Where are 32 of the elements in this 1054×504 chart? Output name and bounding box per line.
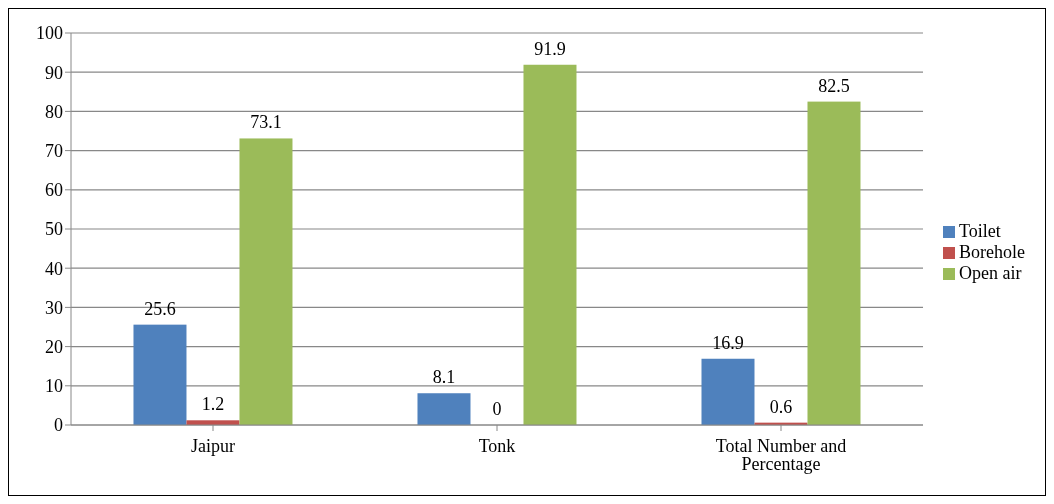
y-tick-label: 0 [54,415,63,436]
y-tick-label: 10 [45,376,63,397]
y-tick-label: 90 [45,62,63,83]
data-label: 8.1 [432,367,456,388]
y-tick-label: 50 [45,219,63,240]
bar [701,358,755,425]
x-tick-label: Jaipur [191,435,235,456]
y-tick-label: 70 [45,140,63,161]
y-tick-label: 80 [45,101,63,122]
bar [417,393,471,425]
data-label: 16.9 [712,332,744,353]
bar [133,324,187,425]
data-label: 91.9 [534,38,566,59]
data-label: 73.1 [250,112,282,133]
data-label: 82.5 [818,75,850,96]
bar [807,101,861,425]
y-tick-label: 40 [45,258,63,279]
y-tick-label: 60 [45,180,63,201]
data-label: 0.6 [769,396,793,417]
y-tick-label: 100 [36,23,63,44]
x-tick-label: Total Number and Percentage [715,435,847,474]
data-label: 25.6 [144,298,176,319]
data-label: 0 [492,399,502,419]
data-label: 1.2 [201,394,225,415]
x-tick-label: Tonk [478,435,516,456]
bar [239,138,293,425]
bar [523,64,577,425]
y-tick-label: 20 [45,336,63,357]
legend-label: Toilet [959,220,1001,241]
y-tick-label: 30 [45,297,63,318]
legend-label: Borehole [959,241,1025,262]
legend-label: Open air [959,262,1022,283]
